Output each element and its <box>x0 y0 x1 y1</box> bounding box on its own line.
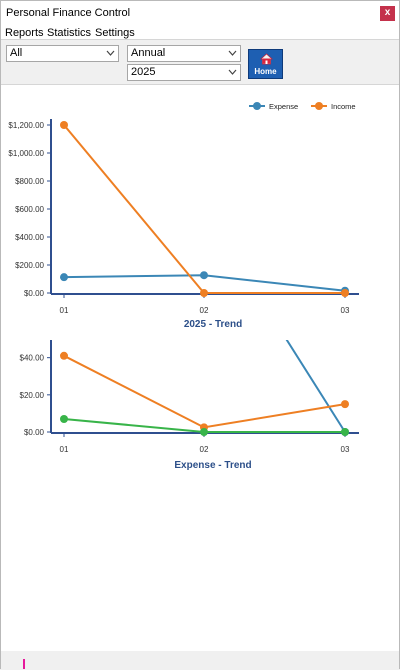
y-tick-label: $800.00 <box>15 177 44 186</box>
x-tick-label: 03 <box>341 445 350 454</box>
legend-swatch-marker <box>315 102 323 110</box>
legend-label: Expense <box>269 102 298 111</box>
year-select[interactable]: 2025 <box>127 64 241 81</box>
x-tick-label: 02 <box>200 306 209 315</box>
x-tick-label: 01 <box>60 306 69 315</box>
x-tick-label: 01 <box>60 445 69 454</box>
chevron-down-icon <box>228 69 237 75</box>
x-tick-label: 03 <box>341 306 350 315</box>
home-button-label: Home <box>254 67 277 76</box>
year-select-value: 2025 <box>131 66 156 78</box>
series-line-groceries <box>285 340 346 433</box>
chevron-down-icon <box>228 50 237 56</box>
data-point-income <box>200 289 208 297</box>
charts-panel: Expense Income $0.00 $200.00 $400.00 $600.00… <box>1 85 399 650</box>
category-select-value: All <box>10 47 23 59</box>
y-tick-label: $400.00 <box>15 233 44 242</box>
data-point-transportation <box>200 428 208 436</box>
home-button[interactable]: Home <box>248 49 283 79</box>
data-point-expense <box>200 271 208 280</box>
menu-bar: Reports Statistics Settings <box>1 26 399 40</box>
data-point-transportation <box>60 414 68 423</box>
annual-trend-chart: Expense Income $0.00 $200.00 $400.00 $600.00… <box>8 102 359 330</box>
window-title: Personal Finance Control <box>6 7 131 19</box>
menu-statistics[interactable]: Statistics <box>47 27 92 39</box>
data-point-expense <box>60 273 68 282</box>
chart-marks <box>60 340 349 436</box>
y-tick-label: $20.00 <box>20 391 45 400</box>
chart-title: 2025 - Trend <box>184 319 242 330</box>
period-select[interactable]: Annual <box>127 45 241 62</box>
status-strip <box>1 651 399 670</box>
period-select-value: Annual <box>131 47 166 59</box>
y-tick-label: $0.00 <box>24 289 45 298</box>
data-point-income <box>341 289 349 297</box>
x-tick-label: 02 <box>200 445 209 454</box>
close-button[interactable]: x <box>380 6 395 21</box>
y-tick-label: $40.00 <box>20 354 45 363</box>
data-point-house <box>60 351 68 360</box>
chart-legend: Expense Income <box>249 102 356 111</box>
chart-title: Expense - Trend <box>174 460 251 471</box>
legend-label: Income <box>331 102 356 111</box>
y-tick-label: $200.00 <box>15 261 44 270</box>
y-tick-label: $1,200.00 <box>8 121 44 130</box>
y-tick-label: $600.00 <box>15 205 44 214</box>
data-point-income <box>60 121 68 129</box>
chevron-down-icon <box>106 50 115 56</box>
legend-swatch-marker <box>253 102 261 110</box>
house-icon <box>260 53 273 65</box>
menu-reports[interactable]: Reports <box>5 27 44 39</box>
title-bar: Personal Finance Control x <box>1 1 399 25</box>
y-tick-label: $1,000.00 <box>8 149 44 158</box>
category-select[interactable]: All <box>6 45 119 62</box>
series-line-income <box>63 124 345 294</box>
scroll-indicator <box>23 659 25 669</box>
data-point-transportation <box>341 428 349 436</box>
expense-trend-chart: GroceriesHouseTransportation $0.00$20.00… <box>20 340 359 471</box>
chart-marks <box>60 121 349 297</box>
data-point-house <box>341 400 349 409</box>
menu-settings[interactable]: Settings <box>95 27 135 39</box>
y-tick-label: $0.00 <box>24 428 45 437</box>
